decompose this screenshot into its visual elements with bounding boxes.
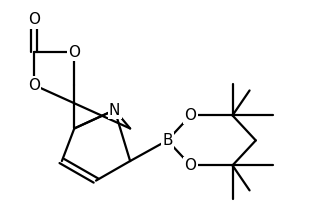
Text: O: O (28, 77, 40, 93)
Text: O: O (185, 158, 197, 173)
Text: N: N (109, 103, 120, 117)
Text: B: B (162, 133, 172, 148)
Text: O: O (68, 45, 80, 60)
Text: O: O (185, 108, 197, 123)
Text: O: O (28, 12, 40, 27)
